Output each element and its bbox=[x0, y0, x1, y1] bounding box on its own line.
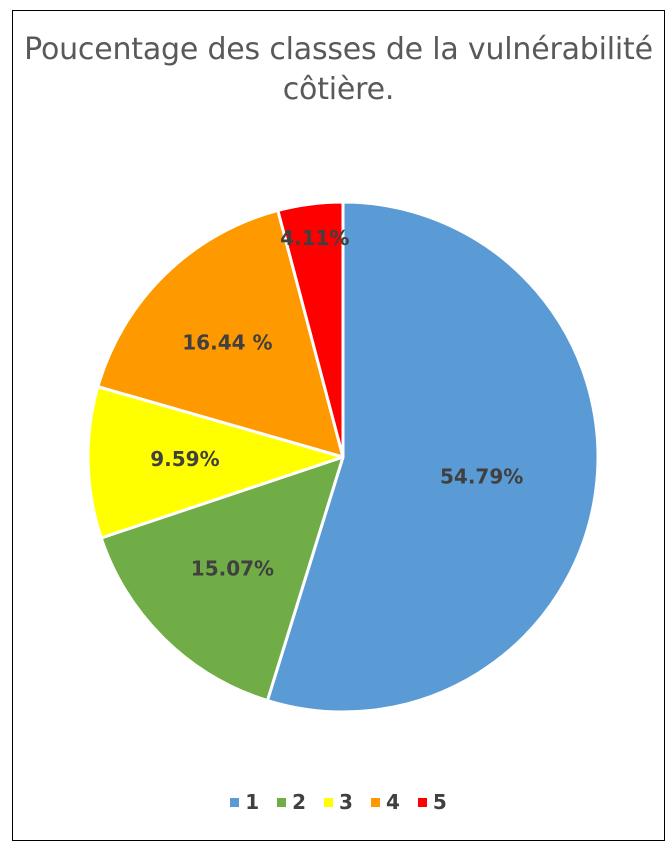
pie-slice-5 bbox=[276, 200, 345, 459]
legend-label-5: 5 bbox=[432, 790, 447, 814]
legend-item-5: 5 bbox=[417, 790, 447, 814]
legend-label-1: 1 bbox=[245, 790, 260, 814]
legend-label-3: 3 bbox=[339, 790, 353, 814]
legend-swatch-4 bbox=[370, 797, 380, 807]
data-label-1: 54.79% bbox=[440, 465, 523, 489]
legend-item-3: 3 bbox=[324, 790, 353, 814]
pie-slice-4 bbox=[96, 208, 345, 459]
legend-swatch-1 bbox=[230, 797, 240, 807]
data-label-4: 16.44 % bbox=[182, 331, 272, 355]
data-label-5: 4.11% bbox=[280, 226, 349, 250]
legend-label-4: 4 bbox=[385, 790, 400, 814]
legend-swatch-2 bbox=[277, 797, 287, 807]
legend-label-2: 2 bbox=[292, 790, 307, 814]
legend-item-4: 4 bbox=[370, 790, 400, 814]
chart-title: Poucentage des classes de la vulnérabili… bbox=[12, 30, 665, 110]
legend-item-1: 1 bbox=[230, 790, 259, 814]
pie-slice-3 bbox=[86, 385, 345, 540]
data-label-2: 15.07% bbox=[191, 557, 274, 581]
pie-slice-1 bbox=[265, 200, 600, 714]
legend-swatch-5 bbox=[417, 797, 427, 807]
chart-title-line-2: côtière. bbox=[282, 72, 395, 107]
chart-legend: 1 2 3 4 5 bbox=[12, 790, 665, 814]
chart-title-line-1: Poucentage des classes de la vulnérabili… bbox=[24, 32, 653, 67]
data-label-3: 9.59% bbox=[150, 447, 219, 471]
legend-swatch-3 bbox=[324, 797, 334, 807]
legend-item-2: 2 bbox=[277, 790, 306, 814]
